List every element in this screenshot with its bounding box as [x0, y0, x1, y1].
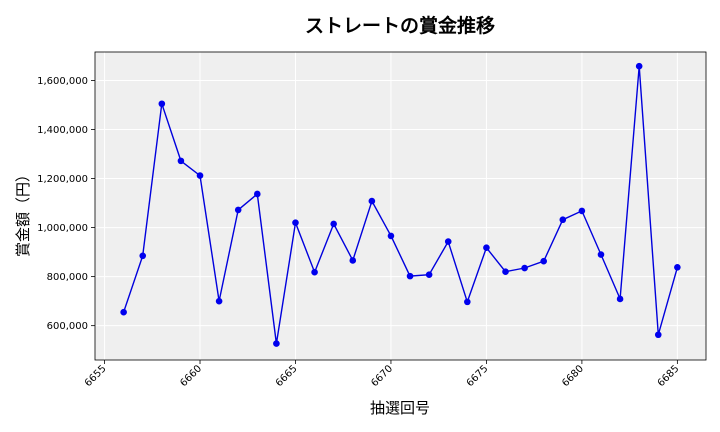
data-point	[120, 308, 127, 316]
data-point	[349, 257, 357, 264]
x-tick-label: 6680	[560, 363, 586, 389]
data-point	[540, 257, 548, 265]
data-point	[196, 172, 204, 179]
data-point	[158, 100, 166, 108]
data-point	[502, 268, 509, 276]
data-point	[253, 190, 261, 198]
data-point	[483, 244, 490, 251]
data-point	[578, 207, 586, 215]
plot-frame	[94, 51, 707, 361]
data-point	[292, 219, 299, 226]
y-tick-label: 1,600,000	[37, 76, 88, 87]
x-tick-label: 6660	[178, 363, 204, 389]
x-tick-label: 6685	[656, 363, 682, 389]
series-line	[122, 66, 679, 344]
data-point	[234, 206, 242, 214]
y-tick-label: 1,000,000	[37, 223, 88, 234]
plot-area	[95, 52, 706, 360]
data-point	[387, 232, 395, 240]
y-tick-label: 600,000	[47, 321, 88, 332]
x-tick-label: 6670	[369, 363, 395, 389]
x-tick-label: 6655	[83, 363, 109, 389]
data-point	[597, 251, 605, 258]
axes	[91, 51, 707, 364]
x-axis-label: 抽選回号	[370, 399, 430, 417]
data-point	[406, 272, 414, 280]
data-point	[139, 252, 147, 260]
data-point	[444, 238, 452, 245]
data-point	[311, 268, 318, 276]
data-point	[654, 331, 662, 339]
series-layer	[120, 62, 681, 347]
data-point	[521, 264, 528, 272]
data-point	[330, 220, 337, 228]
y-tick-label: 1,400,000	[37, 125, 88, 136]
chart-title: ストレートの賞金推移	[305, 14, 495, 37]
data-point	[559, 216, 567, 224]
data-point	[464, 298, 471, 306]
data-point	[368, 197, 376, 205]
data-point	[273, 340, 280, 347]
y-tick-label: 800,000	[47, 272, 88, 283]
data-point	[635, 62, 643, 70]
data-point	[674, 264, 681, 271]
y-axis-label: 賞金額（円）	[14, 167, 32, 257]
data-point	[215, 297, 223, 305]
data-point	[177, 157, 185, 165]
x-tick-label: 6675	[465, 363, 491, 389]
data-point	[616, 295, 624, 303]
x-tick-label: 6665	[274, 363, 300, 389]
grid	[95, 52, 706, 360]
data-point	[425, 271, 433, 278]
y-tick-label: 1,200,000	[37, 174, 88, 185]
